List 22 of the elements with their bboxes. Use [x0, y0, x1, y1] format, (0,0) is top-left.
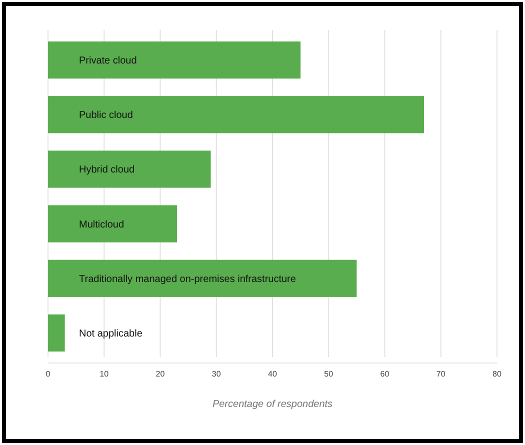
y-tick-label: Public cloud [79, 110, 133, 122]
bar [48, 150, 211, 188]
x-tick-label: 0 [46, 370, 51, 379]
x-tick-label: 20 [156, 370, 166, 379]
y-tick-label: Private cloud [79, 56, 137, 67]
x-tick-label: 70 [436, 370, 446, 379]
x-tick-label: 80 [492, 370, 502, 379]
bar [48, 314, 65, 352]
bar [48, 96, 424, 134]
bar [48, 260, 357, 297]
y-tick-label: Hybrid cloud [79, 164, 135, 176]
x-axis-title: Percentage of respondents [212, 399, 333, 410]
bar [48, 41, 301, 79]
y-tick-label: Traditionally managed on-premises infrastructure [79, 274, 296, 285]
x-tick-label: 10 [100, 370, 110, 379]
x-tick-label: 50 [324, 370, 334, 379]
x-tick-label: 60 [380, 370, 390, 379]
y-tick-label: Not applicable [79, 328, 143, 340]
bar [48, 205, 178, 242]
x-tick-label: 30 [212, 370, 222, 379]
y-tick-label: Multicloud [79, 219, 124, 230]
x-tick-label: 40 [268, 370, 278, 379]
